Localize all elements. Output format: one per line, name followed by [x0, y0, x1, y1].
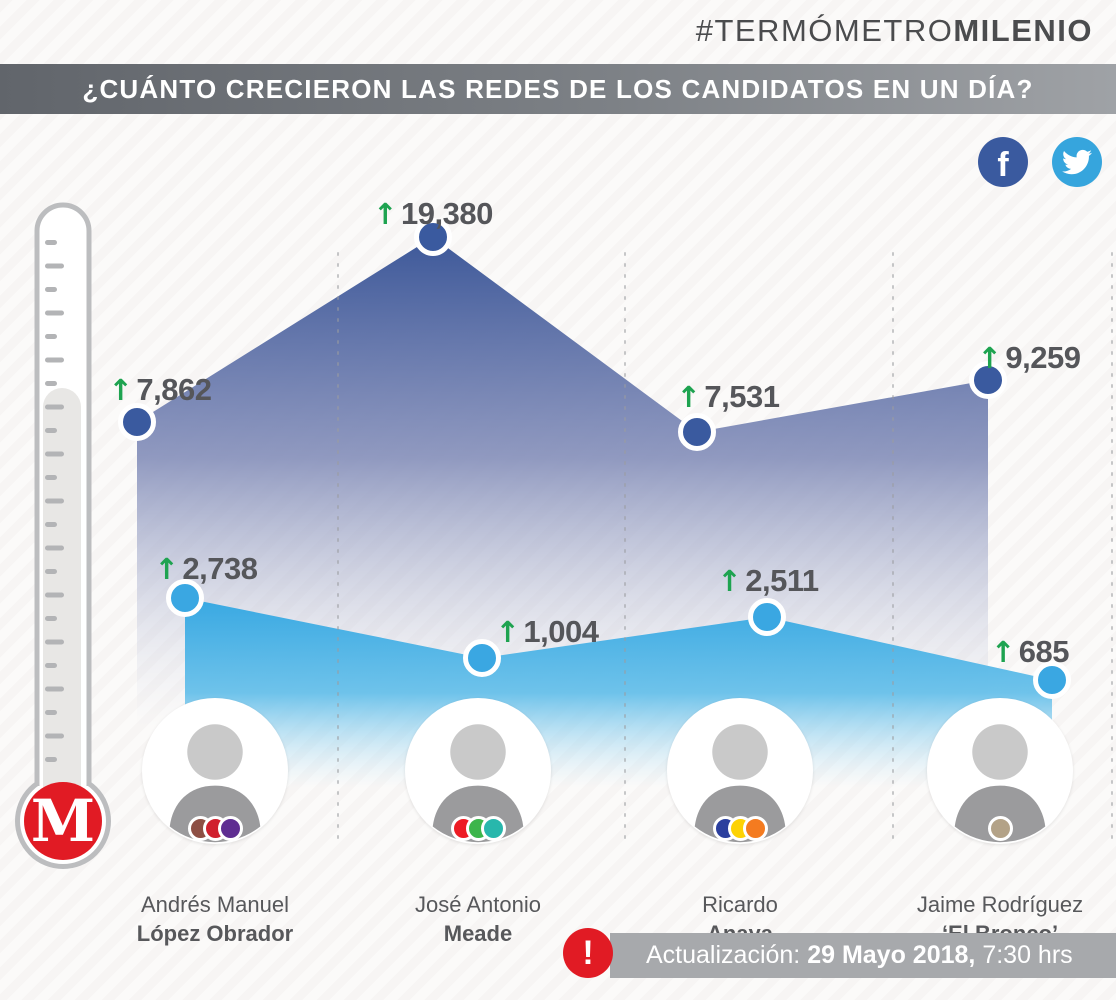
twitter-value-amlo: 2,738 — [182, 551, 258, 586]
twitter-value-meade: 1,004 — [523, 614, 599, 649]
thermometer-ticks — [45, 240, 64, 762]
party-color-dot — [217, 816, 243, 841]
twitter-point-meade — [463, 639, 501, 677]
value-label-twitter-bronco: ↑ 685 — [990, 634, 1070, 670]
facebook-point-meade — [414, 218, 452, 256]
update-time: 7:30 hrs — [982, 941, 1073, 969]
value-label-facebook-meade: ↑ 19,380 — [373, 196, 493, 232]
hashtag-light-part: #TERMÓMETRO — [695, 13, 954, 48]
portrait-silhouette-icon — [954, 724, 1046, 843]
twitter-value-bronco: 685 — [1018, 634, 1070, 669]
hashtag-title: #TERMÓMETROMILENIO — [696, 13, 1093, 49]
candidate-column-amlo: Andrés Manuel López Obrador — [105, 698, 325, 948]
facebook-data-points — [118, 218, 1007, 451]
facebook-value-anaya: 7,531 — [704, 379, 780, 414]
twitter-point-anaya — [748, 598, 786, 636]
thermometer-mercury — [43, 388, 81, 808]
up-arrow-icon: ↑ — [495, 615, 520, 649]
title-banner: ¿CUÁNTO CRECIERON LAS REDES DE LOS CANDI… — [0, 64, 1116, 114]
party-color-dots — [105, 816, 325, 841]
facebook-icon[interactable]: f — [978, 137, 1028, 187]
twitter-point-amlo — [166, 579, 204, 617]
candidate-column-bronco: Jaime Rodríguez ‘El Bronco’ — [890, 698, 1110, 948]
twitter-point-bronco — [1033, 661, 1071, 699]
up-arrow-icon: ↑ — [977, 341, 1002, 375]
candidate-last-name: López Obrador — [136, 921, 294, 946]
facebook-value-meade: 19,380 — [400, 196, 493, 231]
hashtag-bold-part: MILENIO — [953, 13, 1093, 48]
candidate-column-meade: José Antonio Meade — [368, 698, 588, 948]
value-label-twitter-meade: ↑ 1,004 — [496, 614, 599, 650]
twitter-bird-icon — [1062, 149, 1092, 175]
update-date: 29 Mayo 2018, — [807, 941, 976, 969]
party-color-dot — [480, 816, 506, 841]
twitter-icon[interactable] — [1052, 137, 1102, 187]
up-arrow-icon: ↑ — [373, 197, 397, 231]
exclamation-glyph: ! — [582, 933, 594, 972]
facebook-point-anaya — [678, 413, 716, 451]
party-color-dots — [368, 816, 588, 841]
value-label-twitter-anaya: ↑ 2,511 — [717, 563, 819, 599]
milenio-m-logo: M — [31, 787, 95, 855]
value-label-twitter-amlo: ↑ 2,738 — [155, 551, 258, 587]
social-icons: f — [978, 137, 1102, 187]
party-color-dots — [890, 816, 1110, 841]
up-arrow-icon: ↑ — [676, 380, 701, 414]
value-label-facebook-amlo: ↑ 7,862 — [109, 372, 212, 408]
facebook-value-bronco: 9,259 — [1005, 340, 1081, 375]
twitter-data-points — [166, 579, 1071, 699]
candidate-last-name: Meade — [443, 921, 513, 946]
party-color-dot — [987, 816, 1013, 841]
facebook-point-bronco — [969, 361, 1007, 399]
milenio-logo-circle — [24, 782, 102, 860]
party-color-dots — [630, 816, 850, 841]
party-color-dot — [742, 816, 768, 841]
candidate-first-name: Andrés Manuel — [141, 892, 289, 917]
page-title: ¿CUÁNTO CRECIERON LAS REDES DE LOS CANDI… — [82, 73, 1034, 104]
candidate-first-name: Jaime Rodríguez — [916, 892, 1084, 917]
up-arrow-icon: ↑ — [990, 635, 1015, 669]
value-label-facebook-bronco: ↑ 9,259 — [978, 340, 1081, 376]
facebook-value-amlo: 7,862 — [136, 372, 212, 407]
candidate-first-name: Ricardo — [702, 892, 778, 917]
column-separators — [337, 252, 1113, 846]
value-label-facebook-anaya: ↑ 7,531 — [677, 379, 780, 415]
facebook-point-amlo — [118, 403, 156, 441]
up-arrow-icon: ↑ — [717, 564, 742, 598]
update-label: Actualización: — [646, 941, 801, 969]
update-bar: Actualización: 29 Mayo 2018, 7:30 hrs — [610, 933, 1116, 978]
alert-icon: ! — [563, 928, 613, 978]
candidate-name: Andrés Manuel López Obrador — [105, 890, 325, 948]
candidate-column-anaya: Ricardo Anaya — [630, 698, 850, 948]
candidate-name: José Antonio Meade — [368, 890, 588, 948]
twitter-area-series — [185, 598, 1052, 788]
up-arrow-icon: ↑ — [154, 552, 179, 586]
candidate-first-name: José Antonio — [415, 892, 541, 917]
twitter-value-anaya: 2,511 — [745, 563, 819, 598]
up-arrow-icon: ↑ — [108, 373, 133, 407]
facebook-f-glyph: f — [997, 146, 1009, 184]
